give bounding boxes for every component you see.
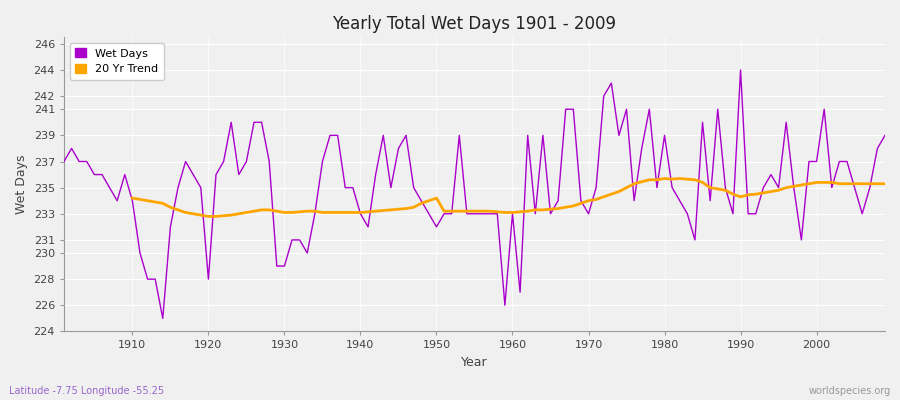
Wet Days bbox=[515, 290, 526, 295]
20 Yr Trend bbox=[857, 181, 868, 186]
Wet Days bbox=[606, 81, 616, 86]
20 Yr Trend bbox=[203, 214, 214, 219]
20 Yr Trend bbox=[583, 198, 594, 203]
Title: Yearly Total Wet Days 1901 - 2009: Yearly Total Wet Days 1901 - 2009 bbox=[332, 15, 616, 33]
X-axis label: Year: Year bbox=[461, 356, 488, 369]
Wet Days bbox=[735, 68, 746, 72]
Text: worldspecies.org: worldspecies.org bbox=[809, 386, 891, 396]
20 Yr Trend bbox=[659, 176, 670, 181]
Wet Days bbox=[58, 159, 69, 164]
Wet Days bbox=[879, 133, 890, 138]
20 Yr Trend bbox=[279, 210, 290, 215]
20 Yr Trend bbox=[834, 181, 845, 186]
Y-axis label: Wet Days: Wet Days bbox=[15, 155, 28, 214]
Line: Wet Days: Wet Days bbox=[64, 70, 885, 318]
Wet Days bbox=[507, 211, 517, 216]
20 Yr Trend bbox=[127, 196, 138, 200]
Legend: Wet Days, 20 Yr Trend: Wet Days, 20 Yr Trend bbox=[69, 43, 164, 80]
20 Yr Trend bbox=[522, 209, 533, 214]
Wet Days bbox=[340, 185, 351, 190]
Line: 20 Yr Trend: 20 Yr Trend bbox=[132, 178, 885, 216]
Wet Days bbox=[294, 238, 305, 242]
Wet Days bbox=[120, 172, 130, 177]
20 Yr Trend bbox=[879, 181, 890, 186]
Wet Days bbox=[158, 316, 168, 321]
20 Yr Trend bbox=[310, 209, 320, 214]
Text: Latitude -7.75 Longitude -55.25: Latitude -7.75 Longitude -55.25 bbox=[9, 386, 164, 396]
